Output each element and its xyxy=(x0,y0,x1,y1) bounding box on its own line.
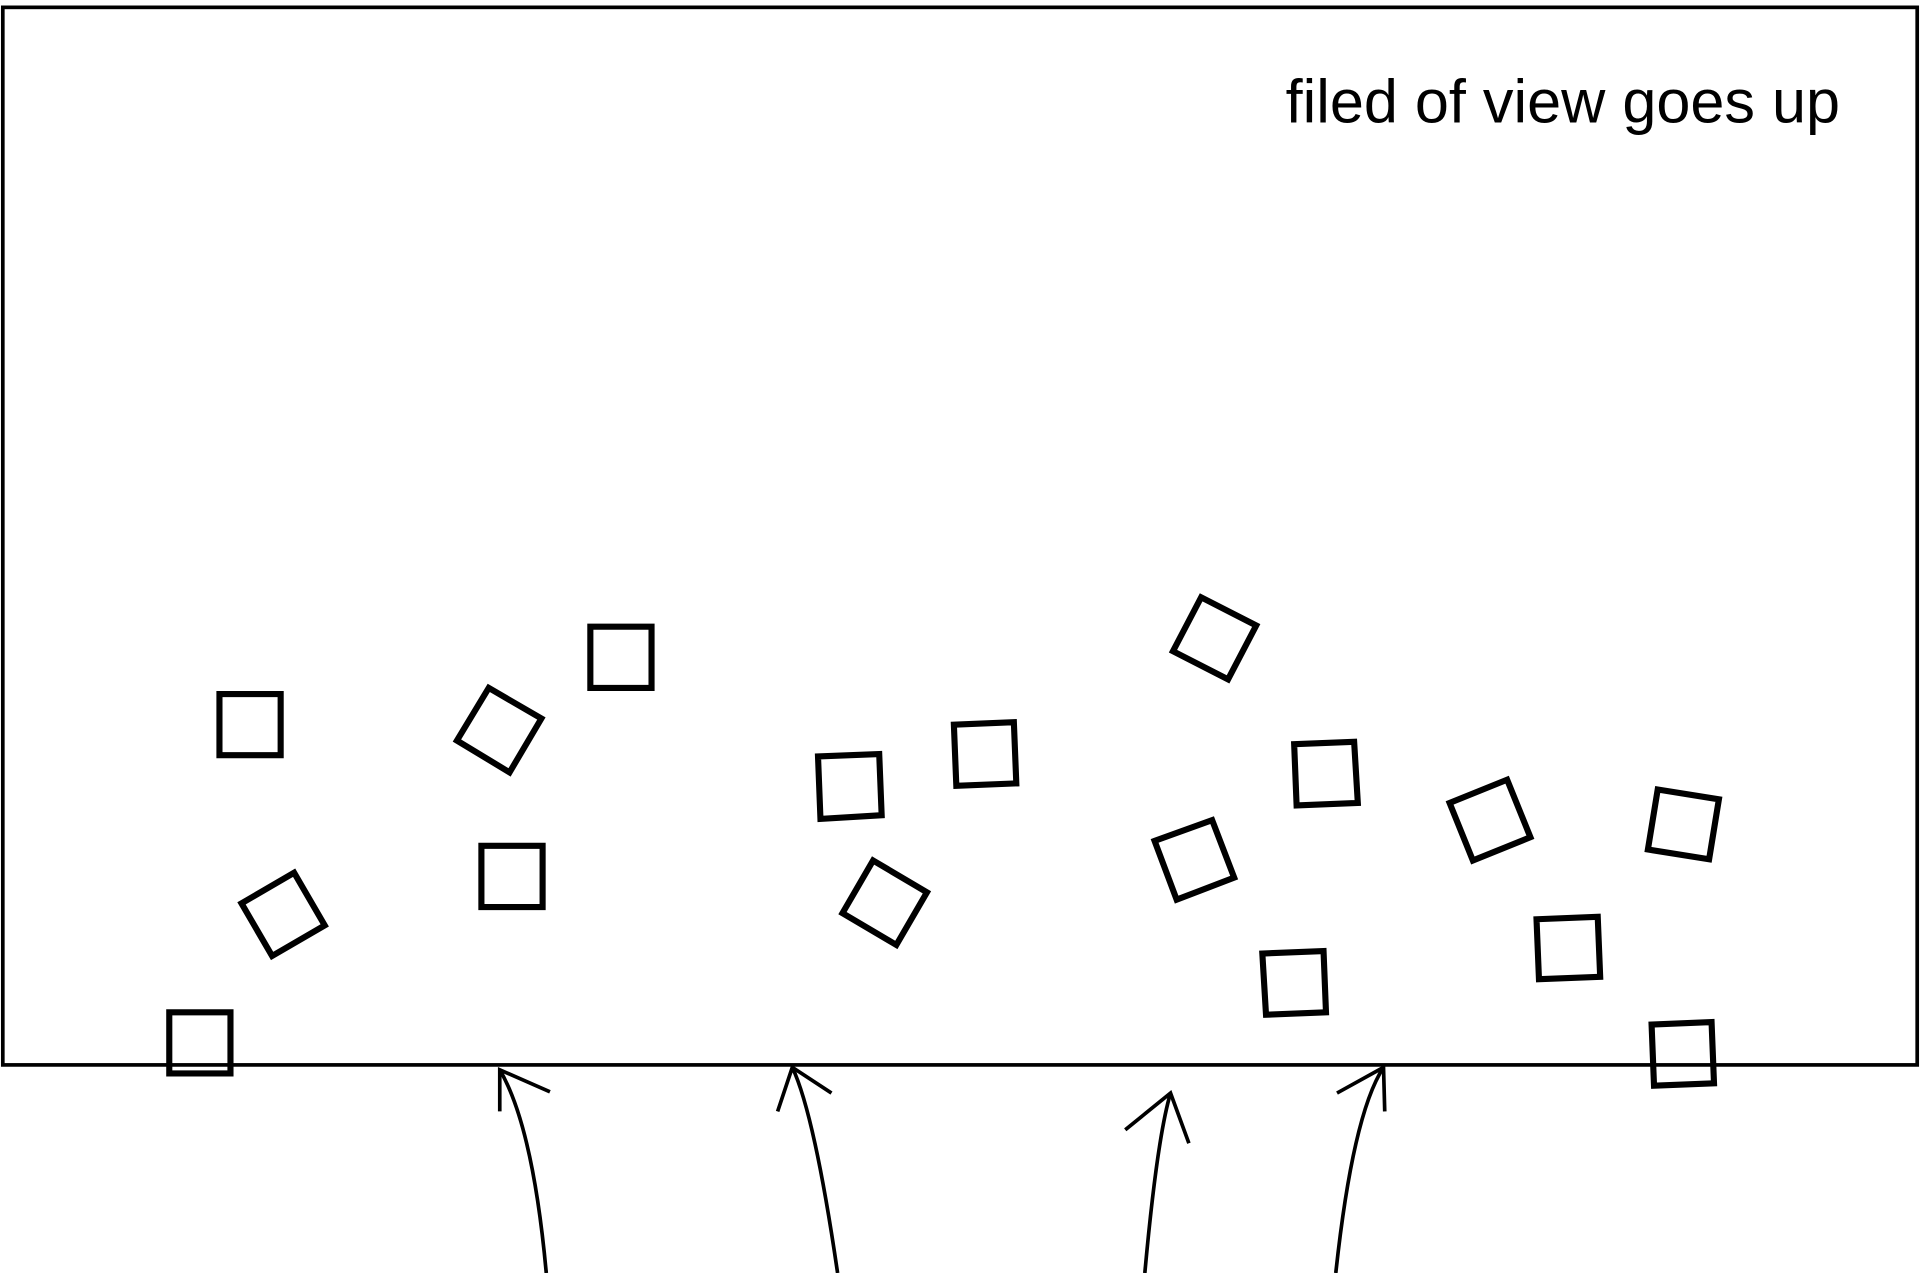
square xyxy=(216,690,284,759)
square xyxy=(1533,913,1604,983)
up-arrow xyxy=(497,1066,551,1273)
square xyxy=(1644,786,1723,863)
square xyxy=(587,623,655,691)
square xyxy=(1168,593,1261,684)
square xyxy=(838,856,932,950)
square xyxy=(1290,738,1362,809)
square xyxy=(1445,775,1535,865)
square xyxy=(814,750,885,823)
square xyxy=(1259,947,1330,1018)
field-of-view-label: filed of view goes up xyxy=(1286,67,1840,135)
squares xyxy=(166,593,1723,1089)
up-arrow xyxy=(775,1064,840,1273)
up-arrow xyxy=(1124,1090,1191,1273)
square xyxy=(478,842,546,911)
square xyxy=(166,1009,234,1077)
square xyxy=(1150,816,1239,904)
square xyxy=(452,683,546,777)
up-arrow xyxy=(1333,1064,1387,1273)
square xyxy=(950,719,1020,790)
square xyxy=(237,868,329,961)
field-of-view-frame xyxy=(0,5,1920,1067)
square xyxy=(1648,1018,1718,1089)
